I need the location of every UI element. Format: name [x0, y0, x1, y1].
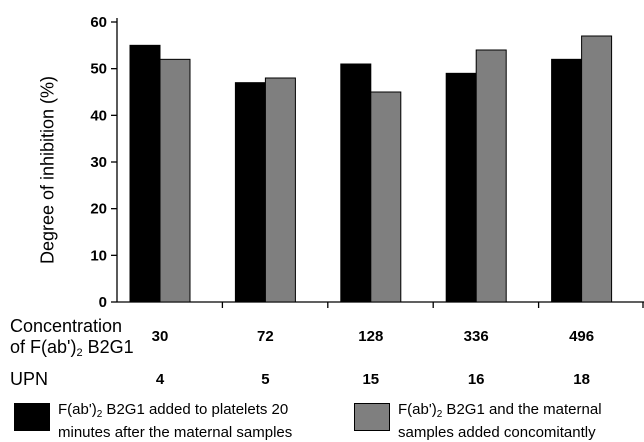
concentration-label-sub: 2	[76, 347, 83, 359]
y-axis-label: Degree of inhibition (%)	[37, 75, 58, 265]
bar-series-2-72	[264, 77, 296, 303]
legend-item-series-2: F(ab')2 B2G1 and the maternal samples ad…	[354, 401, 602, 442]
legend-item1-post: B2G1 added to platelets 20	[102, 401, 289, 418]
upn-value: 15	[362, 371, 380, 388]
y-axis-label-wrap: Degree of inhibition (%)	[28, 76, 68, 264]
upn-label: UPN	[10, 369, 49, 389]
bar-series-2-128	[370, 91, 402, 303]
legend-item-series-1: F(ab')2 B2G1 added to platelets 20 minut…	[14, 401, 292, 442]
bar-series-2-496	[581, 35, 613, 303]
concentration-value: 30	[151, 328, 169, 345]
y-tick-label: 0	[99, 294, 107, 311]
concentration-label: Concentration of F(ab')2 B2G1	[10, 316, 134, 364]
concentration-label-line1: Concentration	[10, 316, 123, 336]
legend-item2-post: B2G1 and the maternal	[442, 401, 602, 418]
upn-value: 5	[261, 371, 270, 388]
y-tick-label: 60	[90, 14, 107, 31]
concentration-label-line2-post: B2G1	[82, 337, 134, 357]
concentration-label-line2-pre: of F(ab')	[10, 337, 77, 357]
y-tick-label: 40	[90, 107, 107, 124]
bar-series-1-30	[129, 44, 161, 303]
legend-item1-pre: F(ab')	[58, 401, 97, 418]
bar-series-1-128	[340, 63, 372, 303]
bar-series-2-30	[159, 58, 191, 303]
upn-value: 4	[155, 371, 165, 388]
upn-value: 18	[573, 371, 590, 388]
bar-series-1-72	[234, 82, 266, 303]
legend-swatch-black	[14, 403, 50, 431]
concentration-value: 128	[358, 328, 384, 345]
legend-text-series-1: F(ab')2 B2G1 added to platelets 20 minut…	[58, 401, 292, 442]
legend-item1-sub: 2	[96, 409, 103, 420]
y-tick-label: 20	[90, 201, 107, 218]
concentration-value: 336	[463, 328, 489, 345]
concentration-value: 496	[569, 328, 595, 345]
upn-value: 16	[467, 371, 485, 388]
bar-series-1-336	[445, 72, 477, 303]
y-tick-label: 10	[90, 247, 107, 264]
chart-bars	[129, 35, 613, 303]
bar-series-2-336	[475, 49, 507, 303]
bar-series-1-496	[551, 58, 583, 303]
y-tick-label: 30	[90, 154, 107, 171]
concentration-value: 72	[257, 328, 274, 345]
legend-swatch-gray	[354, 403, 390, 431]
legend-item1-line2: minutes after the maternal samples	[58, 424, 293, 441]
legend-text-series-2: F(ab')2 B2G1 and the maternal samples ad…	[398, 401, 602, 442]
chart-axes: 0 10 20 30 40 50 60	[90, 14, 644, 311]
legend-item2-pre: F(ab')	[398, 401, 437, 418]
legend-item2-sub: 2	[436, 409, 443, 420]
y-tick-label: 50	[90, 61, 107, 78]
legend-item2-line2: samples added concomitantly	[398, 424, 596, 441]
